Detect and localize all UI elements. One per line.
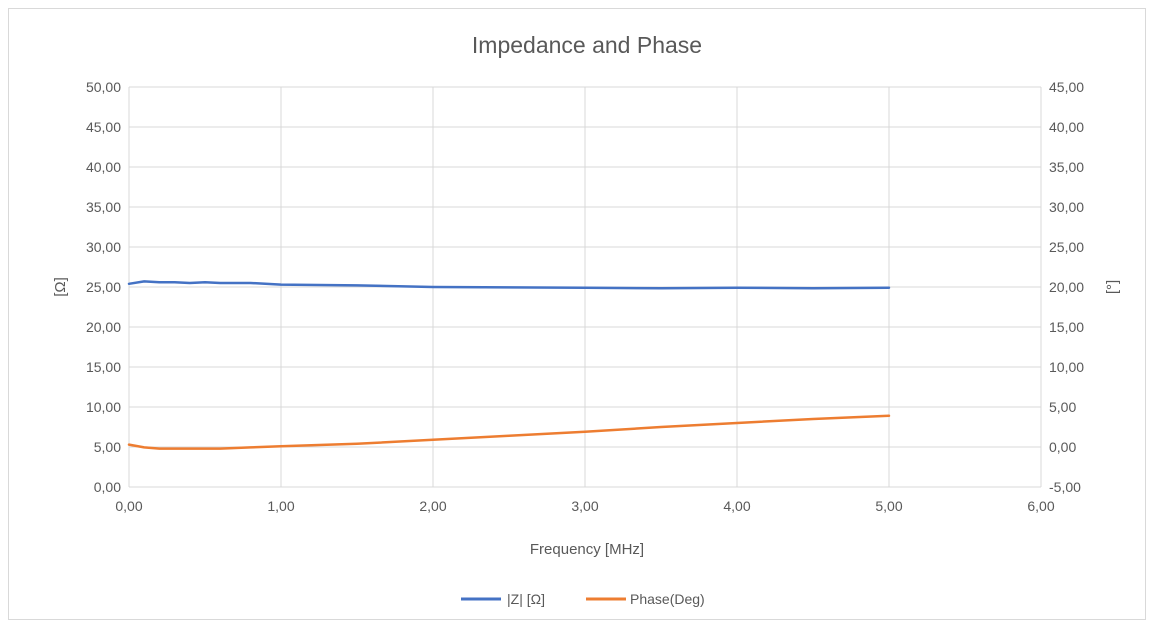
x-tick-label: 0,00	[115, 498, 142, 514]
y-tick-label: 20,00	[86, 319, 121, 335]
legend-label-impedance: |Z| [Ω]	[507, 591, 545, 607]
y-tick-label: 30,00	[86, 239, 121, 255]
y2-tick-label: 20,00	[1049, 279, 1084, 295]
y2-tick-label: 30,00	[1049, 199, 1084, 215]
y2-tick-label: -5,00	[1049, 479, 1081, 495]
y2-tick-label: 5,00	[1049, 399, 1076, 415]
x-tick-label: 2,00	[419, 498, 446, 514]
legend-label-phase: Phase(Deg)	[630, 591, 705, 607]
y2-tick-label: 0,00	[1049, 439, 1076, 455]
chart-title: Impedance and Phase	[472, 32, 702, 58]
y2-tick-label: 15,00	[1049, 319, 1084, 335]
legend: |Z| [Ω] Phase(Deg)	[461, 591, 705, 607]
y2-tick-label: 40,00	[1049, 119, 1084, 135]
y2-tick-label: 10,00	[1049, 359, 1084, 375]
x-tick-label: 4,00	[723, 498, 750, 514]
y-axis-title: [Ω]	[52, 277, 69, 297]
y2-axis-title: [°]	[1104, 280, 1121, 294]
y2-tick-label: 25,00	[1049, 239, 1084, 255]
tick-labels: 0,00 1,00 2,00 3,00 4,00 5,00 6,00 0,00 5,00 10,0…	[86, 79, 1084, 514]
y2-tick-label: 45,00	[1049, 79, 1084, 95]
y-tick-label: 0,00	[94, 479, 121, 495]
y-tick-label: 5,00	[94, 439, 121, 455]
impedance-line	[127, 280, 891, 290]
phase-line	[127, 414, 891, 450]
y-tick-label: 50,00	[86, 79, 121, 95]
x-tick-label: 5,00	[875, 498, 902, 514]
x-tick-label: 1,00	[267, 498, 294, 514]
impedance-phase-chart: 0,00 1,00 2,00 3,00 4,00 5,00 6,00 0,00 5,00 10,0…	[52, 32, 1121, 607]
x-tick-label: 3,00	[571, 498, 598, 514]
y-tick-label: 10,00	[86, 399, 121, 415]
y2-tick-label: 35,00	[1049, 159, 1084, 175]
y-tick-label: 25,00	[86, 279, 121, 295]
x-axis-title: Frequency [MHz]	[530, 541, 644, 558]
y-tick-label: 15,00	[86, 359, 121, 375]
y-tick-label: 45,00	[86, 119, 121, 135]
x-tick-label: 6,00	[1027, 498, 1054, 514]
y-tick-label: 40,00	[86, 159, 121, 175]
y-tick-label: 35,00	[86, 199, 121, 215]
series-lines	[127, 280, 891, 450]
chart-area: 0,00 1,00 2,00 3,00 4,00 5,00 6,00 0,00 5,00 10,0…	[8, 8, 1146, 620]
